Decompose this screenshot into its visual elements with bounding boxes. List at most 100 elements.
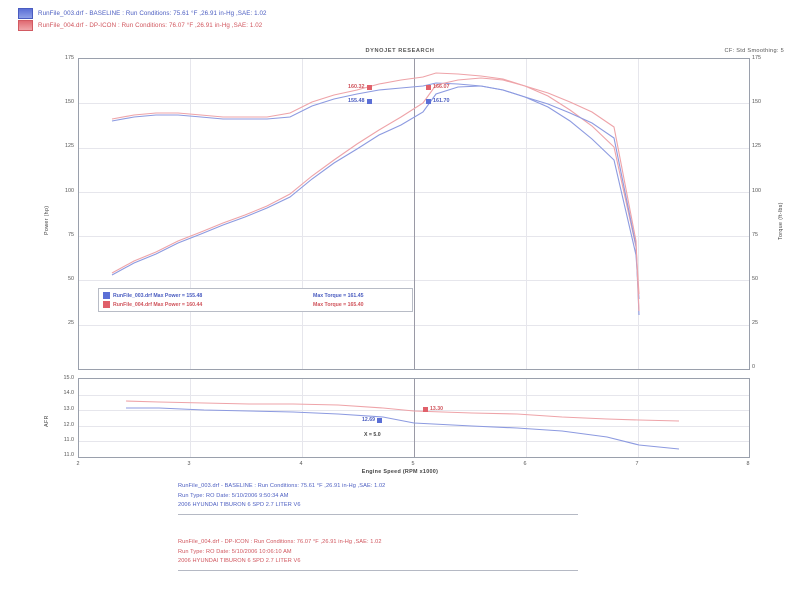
curve-power-baseline — [111, 85, 640, 316]
ytick-afr: 15.0 — [63, 375, 75, 381]
chart-meta: CF: Std Smoothing: 5 — [724, 48, 784, 54]
run-detail-line: 2006 HYUNDAI TIBURON 6 SPD 2.7 LITER V6 — [178, 558, 301, 564]
axis-title-engine-speed: Engine Speed (RPM x1000) — [361, 469, 439, 475]
gridline-v — [526, 379, 527, 457]
ytick-right: 150 — [752, 99, 761, 105]
axis-title-torque: Torque (ft-lbs) — [778, 202, 784, 240]
curve-power-dpicon — [111, 77, 640, 312]
afr-plot-area[interactable]: 12.69 13.30 X = 5.0 — [78, 378, 750, 458]
cursor-line-afr[interactable] — [414, 379, 415, 457]
callout-power-red: 160.32 — [348, 84, 374, 90]
callout-power-blue: 155.48 — [348, 98, 374, 104]
axis-title-power: Power (hp) — [44, 205, 50, 235]
ytick-afr: 13.0 — [63, 406, 75, 412]
marker-dot-blue-icon — [366, 98, 372, 104]
run-detail-line: Run Type: RO Date: 5/10/2006 9:50:34 AM — [178, 492, 289, 499]
afr-callout-red: 13.30 — [421, 406, 443, 412]
main-plot-area[interactable]: 166.07 161.70 160.32 155.48 — [78, 58, 750, 370]
ytick-afr: 14.0 — [63, 390, 75, 396]
gridline-v — [638, 59, 639, 369]
gridline-v — [638, 379, 639, 457]
callout-torque-red-value: 166.07 — [433, 84, 450, 90]
ytick-left: 175 — [65, 55, 74, 61]
ytick-left: 100 — [65, 188, 74, 194]
xtick: 2 — [76, 461, 80, 467]
legend-text-baseline: RunFile_003.drf - BASELINE : Run Conditi… — [38, 10, 267, 17]
run-detail-baseline: RunFile_003.drf - BASELINE : Run Conditi… — [178, 482, 578, 515]
xtick: 3 — [187, 461, 191, 467]
chart-title: DYNOJET RESEARCH — [365, 48, 435, 54]
red-run-swatch — [18, 20, 33, 31]
legend-text-dpicon: RunFile_004.drf - DP-ICON : Run Conditio… — [38, 22, 263, 29]
ytick-afr: 11.0 — [63, 437, 74, 443]
run-detail-line: RunFile_003.drf - BASELINE : Run Conditi… — [178, 483, 386, 489]
run-detail-dpicon: RunFile_004.drf - DP-ICON : Run Conditio… — [178, 538, 578, 571]
summary-baseline-torque: Max Torque = 161.45 — [313, 292, 364, 299]
marker-dot-red-icon — [423, 406, 428, 412]
gridline-v — [302, 59, 303, 369]
afr-callout-blue-value: 12.69 — [362, 417, 375, 423]
callout-torque-blue: 161.70 — [424, 98, 450, 104]
ytick-right: 0 — [752, 364, 755, 370]
ytick-left: 75 — [68, 232, 74, 238]
summary-dpicon-torque: Max Torque = 165.40 — [313, 301, 364, 308]
ytick-right: 25 — [752, 320, 758, 326]
gridline-v — [190, 379, 191, 457]
marker-dot-blue-icon — [376, 417, 382, 423]
ytick-right: 75 — [752, 232, 758, 238]
divider — [178, 569, 578, 571]
xtick: 8 — [746, 461, 750, 467]
run-summary-legend: RunFile_003.drf Max Power = 155.48 Max T… — [98, 288, 413, 312]
legend-row-dpicon: RunFile_004.drf - DP-ICON : Run Conditio… — [18, 20, 488, 31]
curve-afr-dpicon — [125, 400, 680, 422]
summary-baseline-power: RunFile_003.drf Max Power = 155.48 — [113, 292, 203, 299]
ytick-right: 100 — [752, 188, 761, 194]
cursor-line-main[interactable] — [414, 59, 415, 369]
callout-torque-red: 166.07 — [424, 84, 450, 90]
marker-dot-red-icon — [366, 84, 372, 90]
summary-blue-swatch — [103, 292, 110, 299]
xtick: 7 — [635, 461, 639, 467]
axis-title-afr: AFR — [44, 415, 50, 427]
ytick-left: 150 — [65, 99, 74, 105]
gridline-v — [190, 59, 191, 369]
ytick-afr: 12.0 — [63, 422, 75, 428]
divider — [178, 513, 578, 515]
callout-torque-blue-value: 161.70 — [433, 98, 450, 104]
blue-run-swatch — [18, 8, 33, 19]
xtick: 5 — [411, 461, 415, 467]
afr-callout-blue: 12.69 — [362, 417, 384, 423]
callout-power-red-value: 160.32 — [348, 84, 365, 90]
marker-dot-blue-icon — [426, 98, 431, 104]
run-detail-line: 2006 HYUNDAI TIBURON 6 SPD 2.7 LITER V6 — [178, 502, 301, 508]
xtick: 4 — [299, 461, 303, 467]
callout-power-blue-value: 155.48 — [348, 98, 365, 104]
xtick: 6 — [523, 461, 527, 467]
gridline-v — [526, 59, 527, 369]
run-detail-line: RunFile_004.drf - DP-ICON : Run Conditio… — [178, 539, 382, 545]
gridline-v — [302, 379, 303, 457]
afr-curves — [125, 400, 680, 450]
curve-torque-dpicon — [111, 72, 640, 295]
ytick-left: 25 — [68, 320, 74, 326]
ytick-left: 50 — [68, 276, 74, 282]
curve-torque-baseline — [111, 82, 640, 300]
cursor-x-label: X = 5.0 — [364, 432, 381, 438]
summary-row-dpicon: RunFile_004.drf Max Power = 160.44 Max T… — [103, 300, 408, 309]
summary-red-swatch — [103, 301, 110, 308]
run-detail-line: Run Type: RO Date: 5/10/2006 10:06:10 AM — [178, 548, 292, 555]
ytick-afr: 11.0 — [63, 452, 74, 458]
afr-callout-red-value: 13.30 — [430, 406, 443, 412]
ytick-right: 50 — [752, 276, 758, 282]
marker-dot-red-icon — [426, 84, 431, 90]
ytick-right: 175 — [752, 55, 761, 61]
legend-row-baseline: RunFile_003.drf - BASELINE : Run Conditi… — [18, 8, 488, 19]
ytick-left: 125 — [65, 143, 74, 149]
summary-row-baseline: RunFile_003.drf Max Power = 155.48 Max T… — [103, 291, 408, 300]
summary-dpicon-power: RunFile_004.drf Max Power = 160.44 — [113, 301, 203, 308]
ytick-right: 125 — [752, 143, 761, 149]
curve-afr-baseline — [126, 407, 680, 450]
top-run-legend: RunFile_003.drf - BASELINE : Run Conditi… — [18, 8, 488, 32]
main-curves — [111, 72, 640, 316]
